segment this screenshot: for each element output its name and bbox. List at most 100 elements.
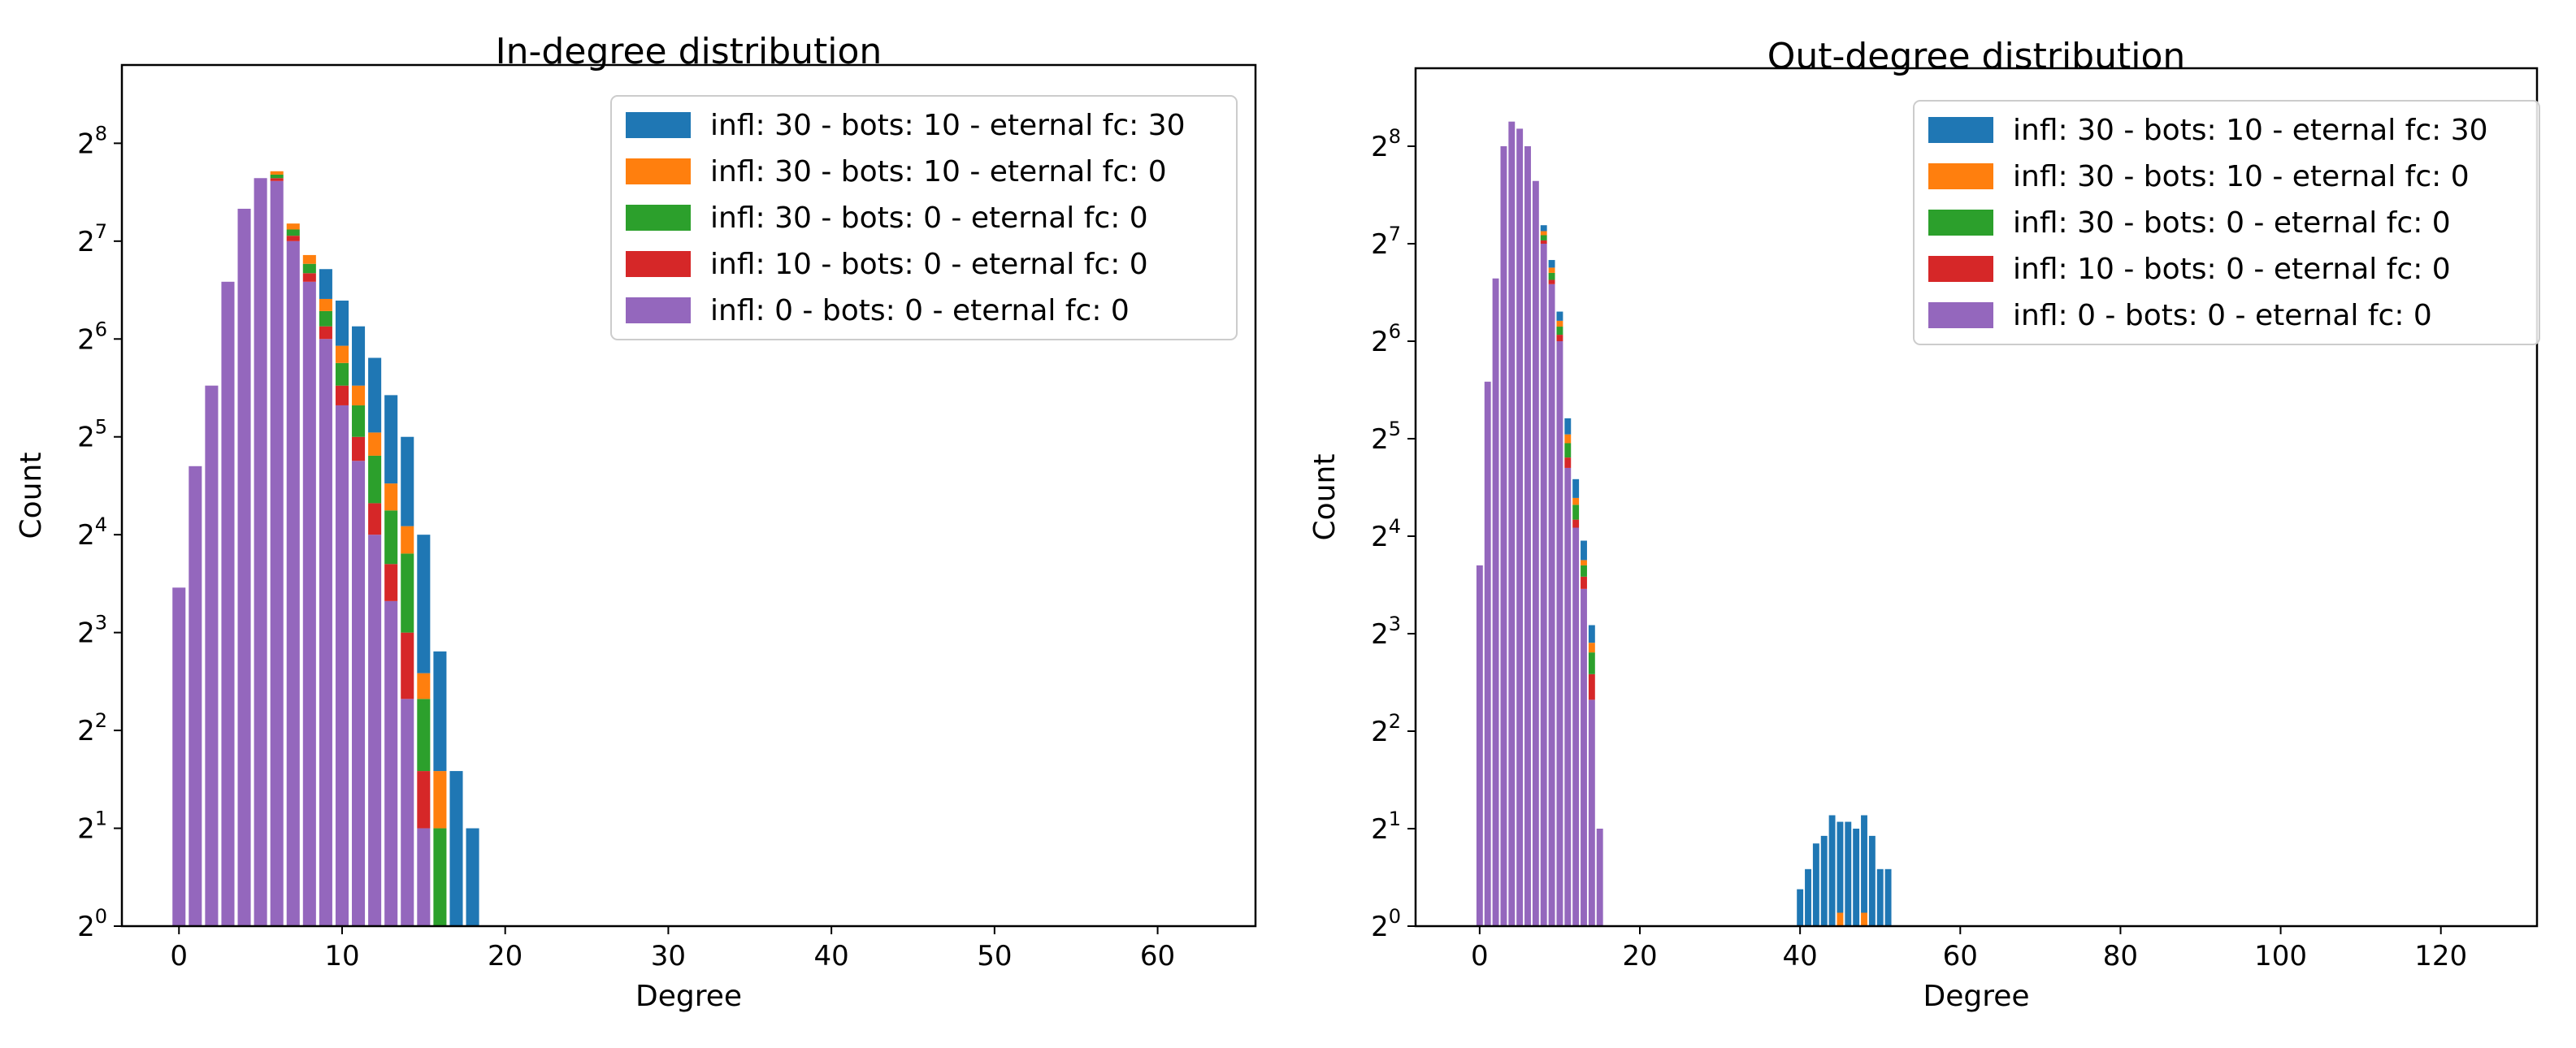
x-tick-label: 10 bbox=[324, 940, 359, 972]
bar-segment bbox=[1540, 235, 1547, 240]
bar-segment bbox=[466, 828, 479, 926]
legend: infl: 30 - bots: 10 - eternal fc: 30 infl… bbox=[610, 95, 1238, 340]
x-tick-label: 120 bbox=[2414, 940, 2467, 972]
bar-segment bbox=[352, 326, 366, 386]
bar-segment bbox=[401, 526, 414, 554]
bar-segment bbox=[1581, 576, 1587, 589]
bar-segment bbox=[205, 385, 219, 926]
legend-swatch bbox=[626, 251, 691, 277]
bar-segment bbox=[270, 171, 284, 175]
bar-segment bbox=[1805, 868, 1811, 926]
bar-segment bbox=[172, 587, 186, 926]
bar-segment bbox=[335, 301, 349, 346]
bar-segment bbox=[1861, 912, 1867, 926]
legend-label: infl: 30 - bots: 0 - eternal fc: 0 bbox=[2013, 206, 2451, 240]
y-axis-label: Count bbox=[1308, 454, 1342, 541]
in-degree-chart: In-degree distribution 0 10 20 30 40 50 60 20 21 2… bbox=[15, 31, 1257, 1013]
legend-swatch bbox=[626, 112, 691, 138]
bar-segment bbox=[1572, 519, 1580, 528]
bars bbox=[172, 171, 479, 927]
legend-swatch bbox=[626, 205, 691, 231]
bar-segment bbox=[319, 298, 332, 311]
bar-segment bbox=[1572, 479, 1580, 498]
plot-frame bbox=[1414, 67, 2539, 928]
bar-segment bbox=[449, 771, 463, 926]
y-tick-label: 26 bbox=[77, 318, 107, 356]
bar-segment bbox=[335, 385, 349, 405]
bar-segment bbox=[368, 535, 382, 926]
legend: infl: 30 - bots: 10 - eternal fc: 30 infl… bbox=[1913, 100, 2540, 345]
bar-segment bbox=[1837, 912, 1844, 926]
bar-segment bbox=[270, 180, 284, 926]
legend-label: infl: 0 - bots: 0 - eternal fc: 0 bbox=[2013, 299, 2432, 332]
bar-segment bbox=[1548, 267, 1555, 273]
legend-label: infl: 30 - bots: 0 - eternal fc: 0 bbox=[710, 201, 1148, 235]
x-tick-label: 30 bbox=[651, 940, 686, 972]
y-tick-label: 22 bbox=[1371, 710, 1401, 748]
bar-segment bbox=[1581, 565, 1587, 577]
bar-segment bbox=[335, 345, 349, 363]
legend-box bbox=[1913, 100, 2540, 345]
legend-swatch bbox=[1928, 256, 1993, 282]
bar-segment bbox=[335, 362, 349, 386]
bar-segment bbox=[1548, 284, 1555, 926]
bar-segment bbox=[1516, 128, 1524, 926]
bar-segment bbox=[384, 395, 398, 484]
bar-segment bbox=[1876, 868, 1884, 926]
bar-segment bbox=[1548, 272, 1555, 280]
x-tick-label: 40 bbox=[813, 940, 848, 972]
bar-segment bbox=[1564, 434, 1572, 444]
bar-segment bbox=[319, 339, 332, 926]
legend-label: infl: 30 - bots: 10 - eternal fc: 0 bbox=[2013, 160, 2470, 193]
bar-segment bbox=[1540, 244, 1547, 926]
legend-swatch bbox=[626, 297, 691, 323]
bar-segment bbox=[1828, 815, 1836, 926]
out-degree-chart: Out-degree distribution 0 20 40 60 80 100 120 20… bbox=[1308, 36, 2540, 1013]
y-tick-label: 24 bbox=[77, 513, 107, 552]
y-tick-label: 24 bbox=[1371, 515, 1401, 553]
y-tick-label: 20 bbox=[77, 905, 107, 943]
bar-segment bbox=[401, 699, 414, 926]
x-tick-label: 100 bbox=[2254, 940, 2307, 972]
bar-segment bbox=[302, 254, 316, 264]
bars bbox=[1476, 121, 1892, 927]
bar-segment bbox=[286, 223, 300, 230]
bar-segment bbox=[1581, 588, 1587, 926]
legend-swatch bbox=[1928, 117, 1993, 143]
bar-segment bbox=[1492, 278, 1499, 926]
plot-frame bbox=[120, 63, 1257, 928]
bar-segment bbox=[352, 436, 366, 461]
bar-segment bbox=[1540, 225, 1547, 232]
bar-segment bbox=[352, 385, 366, 405]
legend-label: infl: 10 - bots: 0 - eternal fc: 0 bbox=[2013, 253, 2451, 286]
legend-swatch bbox=[626, 158, 691, 184]
legend-label: infl: 0 - bots: 0 - eternal fc: 0 bbox=[710, 294, 1130, 327]
legend-label: infl: 30 - bots: 10 - eternal fc: 0 bbox=[710, 155, 1167, 188]
bar-segment bbox=[1556, 320, 1563, 327]
bar-segment bbox=[368, 432, 382, 456]
x-tick-label: 0 bbox=[1471, 940, 1489, 972]
bar-segment bbox=[1532, 180, 1539, 927]
x-axis-label: Degree bbox=[635, 980, 742, 1013]
bar-segment bbox=[368, 357, 382, 433]
bar-segment bbox=[1556, 341, 1563, 926]
bar-segment bbox=[1588, 625, 1595, 643]
bar-segment bbox=[221, 281, 235, 926]
bar-segment bbox=[1564, 418, 1572, 435]
bar-segment bbox=[1572, 505, 1580, 520]
bar-segment bbox=[1556, 327, 1563, 336]
bar-segment bbox=[417, 828, 431, 926]
y-tick-label: 23 bbox=[1371, 613, 1401, 651]
y-tick-label: 23 bbox=[77, 612, 107, 650]
y-tick-label: 27 bbox=[1371, 223, 1401, 261]
bar-segment bbox=[1548, 279, 1555, 284]
bar-segment bbox=[270, 174, 284, 179]
bar-segment bbox=[1820, 835, 1828, 926]
bar-segment bbox=[1588, 673, 1595, 700]
bar-segment bbox=[417, 699, 431, 772]
bar-segment bbox=[384, 564, 398, 601]
bar-segment bbox=[1540, 231, 1547, 236]
y-tick-label: 28 bbox=[77, 122, 107, 160]
x-tick-label: 60 bbox=[1943, 940, 1978, 972]
y-tick-label: 25 bbox=[77, 416, 107, 454]
